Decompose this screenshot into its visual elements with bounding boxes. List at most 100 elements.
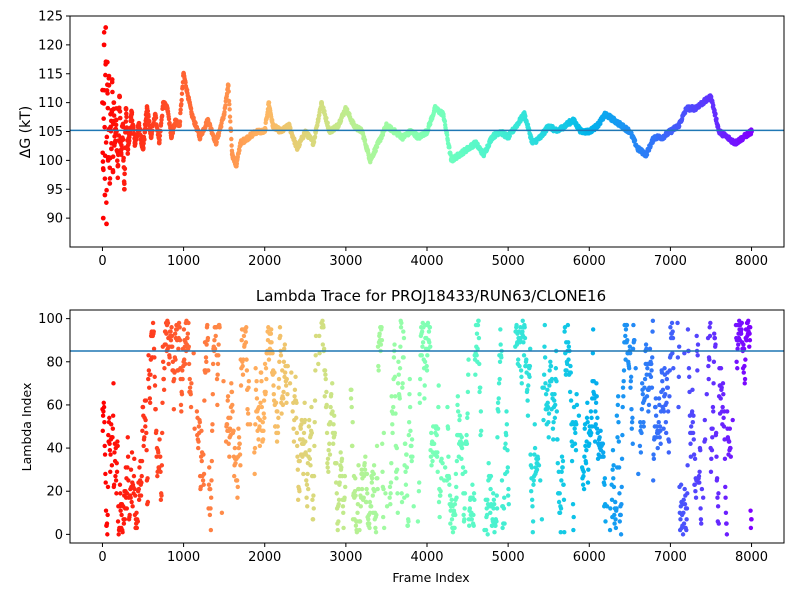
top-data-point: [125, 146, 131, 152]
top-data-point: [110, 169, 116, 175]
bottom-data-point: [478, 409, 484, 414]
bottom-data-point: [450, 530, 456, 535]
x-tick-label: 8000: [735, 254, 768, 269]
bottom-data-point: [427, 325, 433, 330]
bottom-data-point: [682, 350, 687, 356]
bottom-data-point: [519, 381, 524, 386]
bottom-data-point: [370, 493, 376, 498]
bottom-data-point: [197, 419, 203, 425]
bottom-data-point: [495, 435, 500, 440]
bottom-data-point: [644, 394, 650, 399]
bottom-data-point: [711, 381, 716, 386]
top-data-point: [106, 82, 112, 88]
bottom-data-point: [521, 353, 527, 358]
bottom-data-point: [191, 350, 196, 356]
bottom-data-point: [473, 372, 478, 377]
top-data-point: [117, 109, 123, 114]
bottom-data-point: [310, 517, 316, 522]
bottom-data-point: [712, 331, 717, 336]
bottom-data-point: [216, 353, 221, 358]
bottom-data-point: [545, 400, 550, 405]
bottom-data-point: [298, 426, 303, 431]
top-data-point: [619, 123, 625, 129]
bottom-data-point: [642, 385, 647, 390]
bottom-data-point: [682, 501, 688, 507]
bottom-data-point: [308, 463, 313, 468]
bottom-data-point: [231, 428, 236, 434]
bottom-data-point: [259, 378, 264, 384]
bottom-data-point: [664, 400, 669, 405]
bottom-data-point: [561, 482, 566, 487]
bottom-data-point: [445, 426, 451, 431]
bottom-data-point: [102, 452, 108, 457]
bottom-data-point: [670, 335, 676, 341]
bottom-data-point: [694, 333, 699, 339]
top-data-point: [117, 115, 123, 121]
bottom-data-point: [237, 452, 243, 457]
x-tick-label: 1000: [167, 254, 200, 269]
bottom-data-point: [466, 372, 471, 377]
bottom-data-point: [205, 335, 211, 341]
bottom-data-point: [204, 342, 209, 347]
bottom-data-point: [113, 473, 118, 479]
top-data-point: [229, 136, 234, 142]
bottom-data-point: [716, 521, 721, 526]
bottom-data-point: [484, 512, 490, 518]
bottom-data-point: [163, 342, 168, 347]
top-data-point: [546, 123, 552, 129]
bottom-data-point: [243, 340, 249, 345]
bottom-data-point: [718, 396, 723, 401]
bottom-data-point: [263, 366, 269, 371]
bottom-data-point: [498, 342, 503, 347]
bottom-data-point: [678, 517, 683, 522]
bottom-data-point: [226, 441, 231, 446]
bottom-data-point: [699, 486, 705, 492]
bottom-data-point: [401, 335, 407, 341]
bottom-data-point: [614, 506, 619, 511]
bottom-data-point: [266, 357, 272, 362]
bottom-data-point: [650, 355, 655, 360]
bottom-data-point: [271, 383, 276, 388]
bottom-data-point: [186, 344, 191, 349]
bottom-data-point: [154, 454, 159, 459]
bottom-data-point: [532, 452, 537, 457]
bottom-data-point: [106, 432, 111, 438]
bottom-data-point: [394, 467, 400, 472]
bottom-data-point: [690, 387, 695, 393]
bottom-data-point: [301, 471, 306, 477]
bottom-data-point: [275, 409, 280, 414]
bottom-data-point: [617, 519, 622, 524]
bottom-data-point: [545, 387, 550, 393]
top-data-point: [227, 114, 233, 119]
bottom-data-point: [171, 407, 177, 412]
bottom-data-point: [229, 389, 235, 395]
bottom-data-point: [101, 409, 106, 414]
bottom-data-point: [210, 361, 216, 367]
bottom-data-point: [244, 357, 249, 362]
bottom-data-point: [404, 465, 410, 470]
bottom-data-point: [686, 366, 692, 371]
bottom-data-point: [610, 467, 615, 472]
bottom-data-point: [498, 327, 503, 332]
bottom-data-point: [187, 385, 193, 390]
bottom-data-point: [564, 368, 569, 373]
bottom-data-point: [221, 378, 226, 384]
top-data-point: [157, 133, 163, 138]
bottom-data-point: [728, 445, 733, 451]
bottom-data-point: [373, 530, 379, 535]
bottom-data-point: [615, 402, 621, 408]
bottom-data-point: [227, 454, 232, 459]
bottom-data-point: [647, 346, 653, 352]
bottom-data-point: [710, 426, 715, 431]
bottom-data-point: [723, 484, 728, 490]
y-tick-label: 125: [38, 10, 63, 25]
bottom-data-point: [304, 478, 309, 483]
bottom-data-point: [357, 527, 362, 533]
bottom-data-point: [210, 422, 215, 427]
bottom-data-point: [417, 376, 423, 382]
top-data-point: [226, 98, 232, 104]
top-data-point: [603, 111, 608, 117]
bottom-data-point: [331, 441, 336, 446]
top-data-point: [107, 165, 113, 171]
bottom-data-point: [182, 357, 187, 362]
